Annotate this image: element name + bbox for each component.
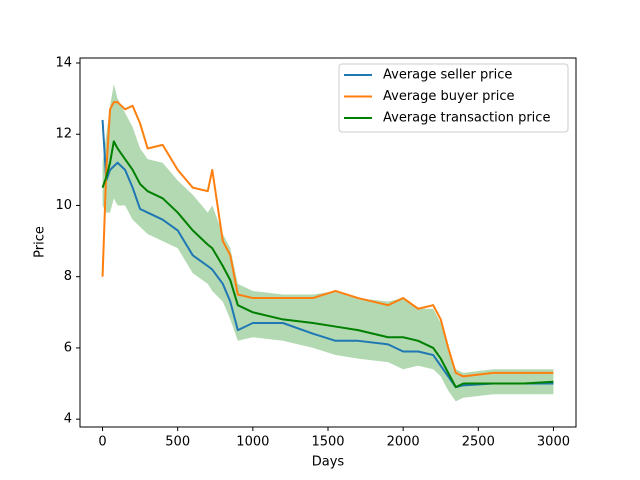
- x-tick-label: 0: [98, 435, 106, 450]
- y-tick-label: 12: [55, 127, 72, 142]
- x-axis-label: Days: [312, 455, 345, 470]
- x-tick-label: 1000: [236, 435, 269, 450]
- legend-label: Average seller price: [383, 68, 512, 83]
- line-series: [101, 101, 554, 378]
- x-tick-label: 3000: [537, 435, 570, 450]
- legend-label: Average transaction price: [383, 111, 550, 126]
- legend-box: [338, 63, 569, 133]
- line-series: [101, 119, 554, 389]
- y-tick-label: 14: [55, 55, 72, 70]
- y-tick-label: 4: [64, 412, 72, 427]
- x-tick-label: 1500: [311, 435, 344, 450]
- legend-label: Average buyer price: [383, 89, 515, 104]
- y-axis-label: Price: [33, 226, 48, 258]
- line-series: [101, 140, 554, 389]
- x-tick-label: 2000: [387, 435, 420, 450]
- y-tick-label: 10: [55, 198, 72, 213]
- y-tick-label: 6: [64, 340, 72, 355]
- x-tick-label: 500: [165, 435, 190, 450]
- x-tick-label: 2500: [462, 435, 495, 450]
- y-tick-label: 8: [64, 269, 72, 284]
